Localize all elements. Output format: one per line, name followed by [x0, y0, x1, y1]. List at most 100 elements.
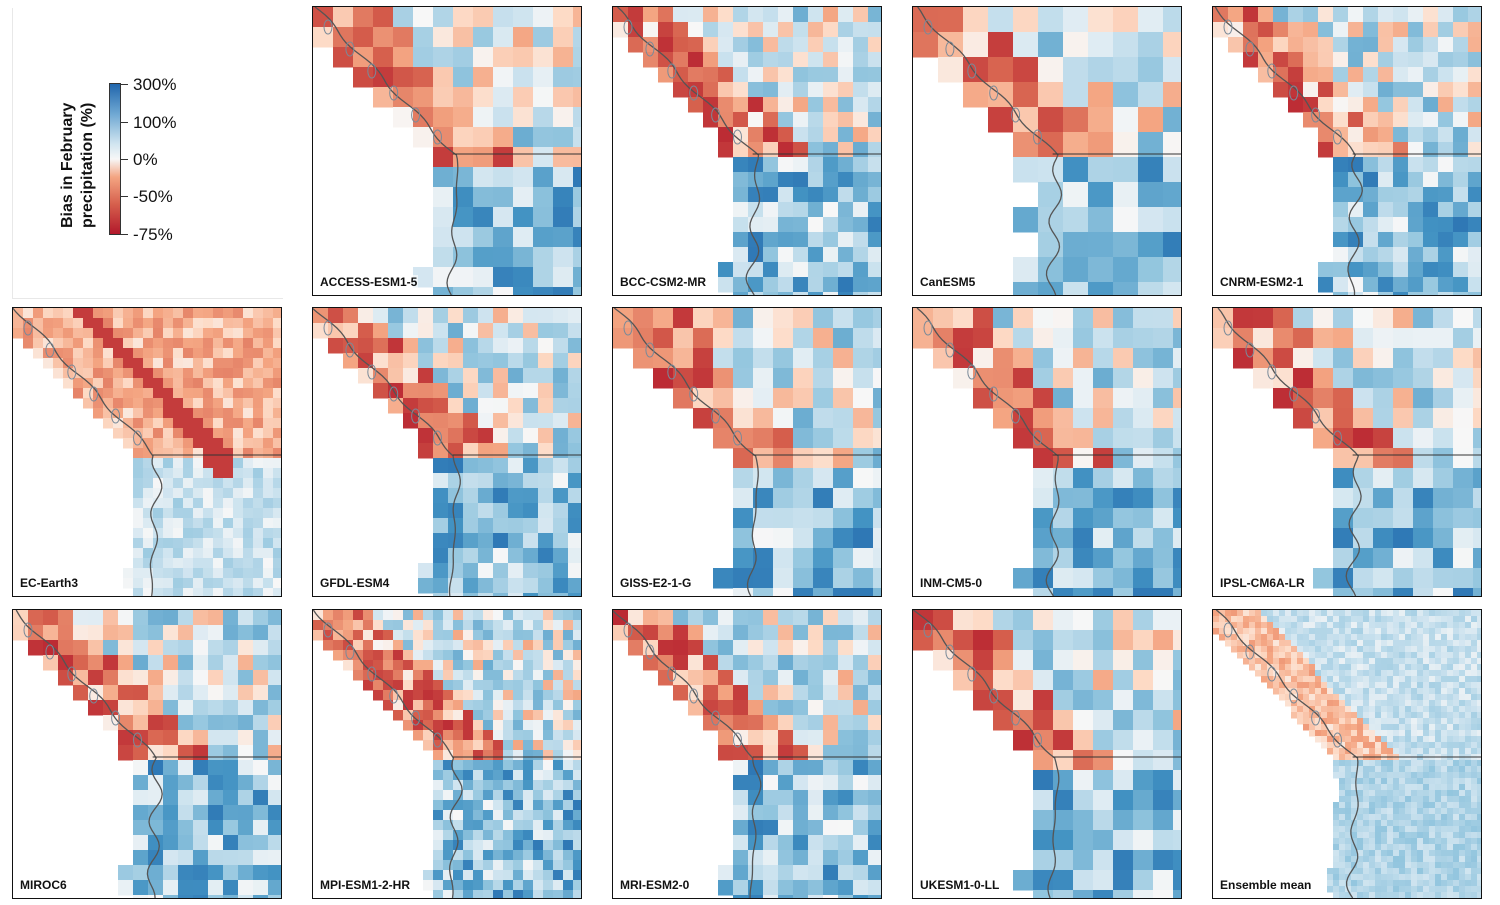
- grid-cell: [473, 167, 494, 188]
- grid-cell: [953, 368, 974, 389]
- grid-cell: [1113, 710, 1134, 731]
- grid-cell: [1471, 700, 1478, 707]
- grid-cell: [1315, 730, 1322, 737]
- grid-cell: [493, 680, 504, 691]
- grid-cell: [1093, 508, 1114, 529]
- grid-cell: [453, 850, 464, 861]
- grid-cell: [1438, 202, 1454, 218]
- grid-cell: [1363, 718, 1370, 725]
- grid-cell: [223, 745, 239, 761]
- grid-cell: [173, 378, 184, 389]
- grid-cell: [433, 750, 444, 761]
- grid-cell: [1351, 646, 1358, 653]
- grid-cell: [1333, 802, 1340, 809]
- grid-cell: [543, 850, 554, 861]
- island-outline: [45, 644, 55, 660]
- grid-cell: [1417, 694, 1424, 701]
- grid-cell: [1465, 664, 1472, 671]
- grid-cell: [1163, 232, 1181, 258]
- grid-cell: [553, 27, 574, 48]
- grid-cell: [418, 323, 434, 339]
- grid-cell: [1291, 658, 1298, 665]
- grid-cell: [163, 368, 174, 379]
- grid-cell: [483, 890, 494, 898]
- grid-cell: [1435, 718, 1442, 725]
- grid-cell: [193, 790, 209, 806]
- grid-cell: [1351, 772, 1358, 779]
- grid-cell: [1405, 670, 1412, 677]
- grid-cell: [1387, 694, 1394, 701]
- grid-cell: [1447, 700, 1454, 707]
- grid-cell: [263, 448, 274, 459]
- grid-cell: [1381, 778, 1388, 785]
- grid-cell: [388, 353, 404, 369]
- grid-cell: [493, 338, 509, 354]
- grid-cell: [163, 588, 174, 596]
- grid-cell: [163, 408, 174, 419]
- grid-cell: [1053, 588, 1074, 596]
- grid-cell: [1345, 694, 1352, 701]
- grid-cell: [853, 730, 869, 746]
- grid-cell: [133, 880, 149, 896]
- grid-cell: [1261, 664, 1268, 671]
- grid-cell: [778, 202, 794, 218]
- grid-cell: [1447, 778, 1454, 785]
- grid-cell: [1318, 112, 1334, 128]
- grid-cell: [1433, 328, 1454, 349]
- grid-cell: [1393, 682, 1400, 689]
- grid-cell: [133, 468, 144, 479]
- grid-cell: [1381, 724, 1388, 731]
- grid-cell: [1285, 610, 1292, 617]
- grid-cell: [1405, 610, 1412, 617]
- grid-cell: [833, 388, 854, 409]
- grid-cell: [1405, 874, 1412, 881]
- grid-cell: [223, 418, 234, 429]
- grid-cell: [1459, 616, 1466, 623]
- grid-cell: [163, 318, 174, 329]
- grid-cell: [628, 610, 644, 626]
- grid-cell: [133, 760, 149, 776]
- grid-cell: [1339, 682, 1346, 689]
- grid-cell: [1303, 664, 1310, 671]
- grid-cell: [1381, 748, 1388, 755]
- grid-cell: [543, 630, 554, 641]
- grid-cell: [1423, 277, 1439, 293]
- grid-cell: [508, 518, 524, 534]
- grid-cell: [1113, 568, 1134, 589]
- grid-cell: [1321, 670, 1328, 677]
- grid-cell: [1315, 706, 1322, 713]
- grid-cell: [143, 578, 154, 589]
- grid-cell: [1291, 640, 1298, 647]
- grid-cell: [1405, 814, 1412, 821]
- grid-cell: [508, 413, 524, 429]
- grid-cell: [1279, 682, 1286, 689]
- grid-cell: [1285, 700, 1292, 707]
- grid-cell: [443, 690, 454, 701]
- grid-cell: [523, 368, 539, 384]
- grid-cell: [1399, 826, 1406, 833]
- grid-cell: [838, 715, 854, 731]
- grid-cell: [123, 338, 134, 349]
- grid-cell: [1399, 682, 1406, 689]
- grid-cell: [533, 830, 544, 841]
- grid-cell: [1033, 650, 1054, 671]
- grid-cell: [1351, 778, 1358, 785]
- grid-cell: [143, 328, 154, 339]
- grid-cell: [1053, 428, 1074, 449]
- grid-cell: [433, 308, 449, 324]
- grid-cell: [418, 308, 434, 324]
- grid-cell: [838, 745, 854, 761]
- grid-cell: [633, 308, 654, 329]
- grid-cell: [1261, 610, 1268, 617]
- grid-cell: [753, 528, 774, 549]
- grid-cell: [853, 388, 874, 409]
- grid-cell: [1173, 870, 1181, 891]
- grid-cell: [628, 22, 644, 38]
- grid-cell: [1473, 488, 1481, 509]
- grid-cell: [1459, 844, 1466, 851]
- grid-cell: [808, 292, 824, 295]
- grid-cell: [253, 558, 264, 569]
- grid-cell: [793, 7, 809, 23]
- grid-cell: [733, 388, 754, 409]
- island-outline: [623, 320, 633, 336]
